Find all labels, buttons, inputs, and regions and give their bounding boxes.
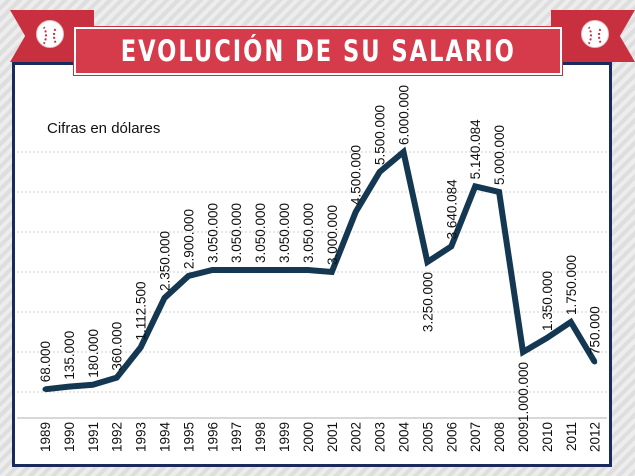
data-label: 5.500.000 <box>373 105 388 165</box>
data-point <box>329 269 335 275</box>
data-point <box>138 345 144 350</box>
chart-title: EVOLUCIÓN DE SU SALARIO <box>120 34 516 68</box>
data-label: 3.640.084 <box>444 179 459 240</box>
x-tick-label: 2001 <box>325 422 340 452</box>
x-tick-label: 1991 <box>86 422 101 452</box>
x-tick-label: 2012 <box>588 422 603 452</box>
data-point <box>66 384 72 390</box>
data-label: 360.000 <box>110 322 125 371</box>
data-point <box>257 267 263 273</box>
x-tick-label: 2002 <box>349 422 364 452</box>
x-tick-label: 1999 <box>277 422 292 452</box>
x-tick-label: 1992 <box>110 422 125 452</box>
data-label: 3.050.000 <box>229 203 244 263</box>
data-point <box>472 183 478 189</box>
series-line-salary <box>44 146 598 393</box>
data-label: 3.000.000 <box>325 205 340 265</box>
x-tick-label: 2010 <box>540 422 555 452</box>
x-tick-label: 1998 <box>253 422 268 452</box>
x-tick-label: 1989 <box>38 422 53 452</box>
x-tick-label: 2006 <box>444 422 459 452</box>
data-label: 750.000 <box>588 306 603 355</box>
data-point <box>520 349 526 355</box>
x-tick-label: 1996 <box>205 422 220 452</box>
x-tick-label: 1997 <box>229 422 244 452</box>
data-label: 2.900.000 <box>181 209 196 269</box>
data-point <box>448 243 454 249</box>
x-tick-label: 2007 <box>468 422 483 452</box>
data-label: 1.350.000 <box>540 271 555 331</box>
data-label: 1.000.000 <box>516 362 531 422</box>
x-tick-label: 1995 <box>181 422 196 452</box>
data-point <box>233 267 239 273</box>
data-label: 1.750.000 <box>564 255 579 315</box>
data-label: 3.050.000 <box>277 203 292 263</box>
x-tick-label: 2011 <box>564 422 579 451</box>
x-tick-label: 2004 <box>397 422 412 453</box>
x-tick-label: 2009 <box>516 422 531 452</box>
data-point <box>185 273 191 279</box>
data-label: 3.050.000 <box>253 203 268 263</box>
data-point <box>281 267 287 273</box>
data-label: 3.050.000 <box>205 203 220 263</box>
data-label: 135.000 <box>62 331 77 380</box>
data-point <box>42 386 48 392</box>
x-tick-label: 2008 <box>492 422 507 452</box>
x-tick-label: 2005 <box>420 422 435 452</box>
data-point <box>496 189 502 195</box>
data-label: 4.500.000 <box>349 145 364 205</box>
title-banner: EVOLUCIÓN DE SU SALARIO <box>74 27 562 75</box>
x-tick-label: 1993 <box>134 422 149 452</box>
data-point <box>544 335 550 341</box>
data-label: 2.350.000 <box>158 231 173 291</box>
chart-subtitle: Cifras en dólares <box>47 120 161 137</box>
data-point <box>162 295 167 301</box>
data-point <box>353 209 359 215</box>
data-label: 6.000.000 <box>397 85 412 145</box>
data-label: 5.000.000 <box>492 125 507 185</box>
data-label: 68.000 <box>38 341 53 382</box>
x-tick-label: 1994 <box>158 422 173 453</box>
data-point <box>90 382 96 388</box>
data-label: 3.250.000 <box>420 272 435 332</box>
data-label: 180.000 <box>86 329 101 378</box>
data-point <box>592 359 598 365</box>
data-point <box>568 319 574 325</box>
data-label: 5.140.084 <box>468 119 483 180</box>
x-tick-label: 2003 <box>373 422 388 452</box>
data-point <box>114 375 120 381</box>
data-point <box>401 149 406 155</box>
data-label: 3.050.000 <box>301 203 316 263</box>
data-point <box>424 259 430 265</box>
baseball-icon <box>581 20 609 48</box>
data-label: 1.112.500 <box>134 281 149 340</box>
data-point <box>209 267 215 273</box>
data-point <box>377 169 383 175</box>
baseball-icon <box>36 20 64 48</box>
x-tick-label: 2000 <box>301 422 316 452</box>
data-point <box>305 267 311 273</box>
x-tick-label: 1990 <box>62 422 77 452</box>
